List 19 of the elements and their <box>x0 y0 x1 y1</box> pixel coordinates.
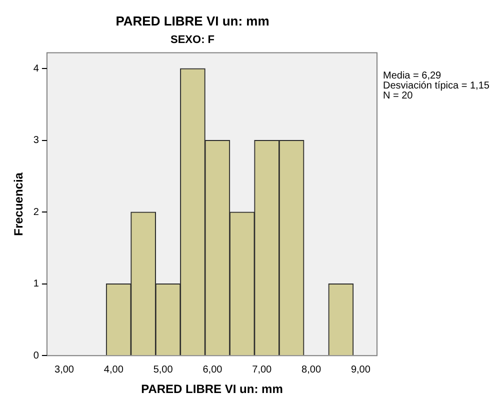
x-tick-label: 6,00 <box>202 364 223 376</box>
x-tick-label: 3,00 <box>54 364 74 376</box>
y-tick-label: 1 <box>33 278 40 290</box>
x-tick-label: 5,00 <box>153 364 174 376</box>
x-tick-label: 8,00 <box>302 364 322 376</box>
text: Desviación típica = 1,15 <box>383 80 490 92</box>
y-tick-label: 4 <box>33 63 40 74</box>
x-tick-label: 4,00 <box>104 364 124 376</box>
y-tick-label: 0 <box>33 350 40 362</box>
y-tick-label: 2 <box>33 206 40 218</box>
x-tick-label: 9,00 <box>350 364 371 376</box>
y-tick-label: 3 <box>33 135 40 146</box>
y-axis-title: Frecuencia <box>12 172 26 236</box>
text: Media = 6,29 <box>383 70 442 82</box>
chart-title: PARED LIBRE VI un: mm <box>116 13 270 28</box>
x-tick-label: 7,00 <box>252 364 272 376</box>
x-axis-title: PARED LIBRE VI un: mm <box>141 382 283 396</box>
text: N = 20 <box>383 90 414 102</box>
chart-subtitle: SEXO: F <box>170 34 215 46</box>
